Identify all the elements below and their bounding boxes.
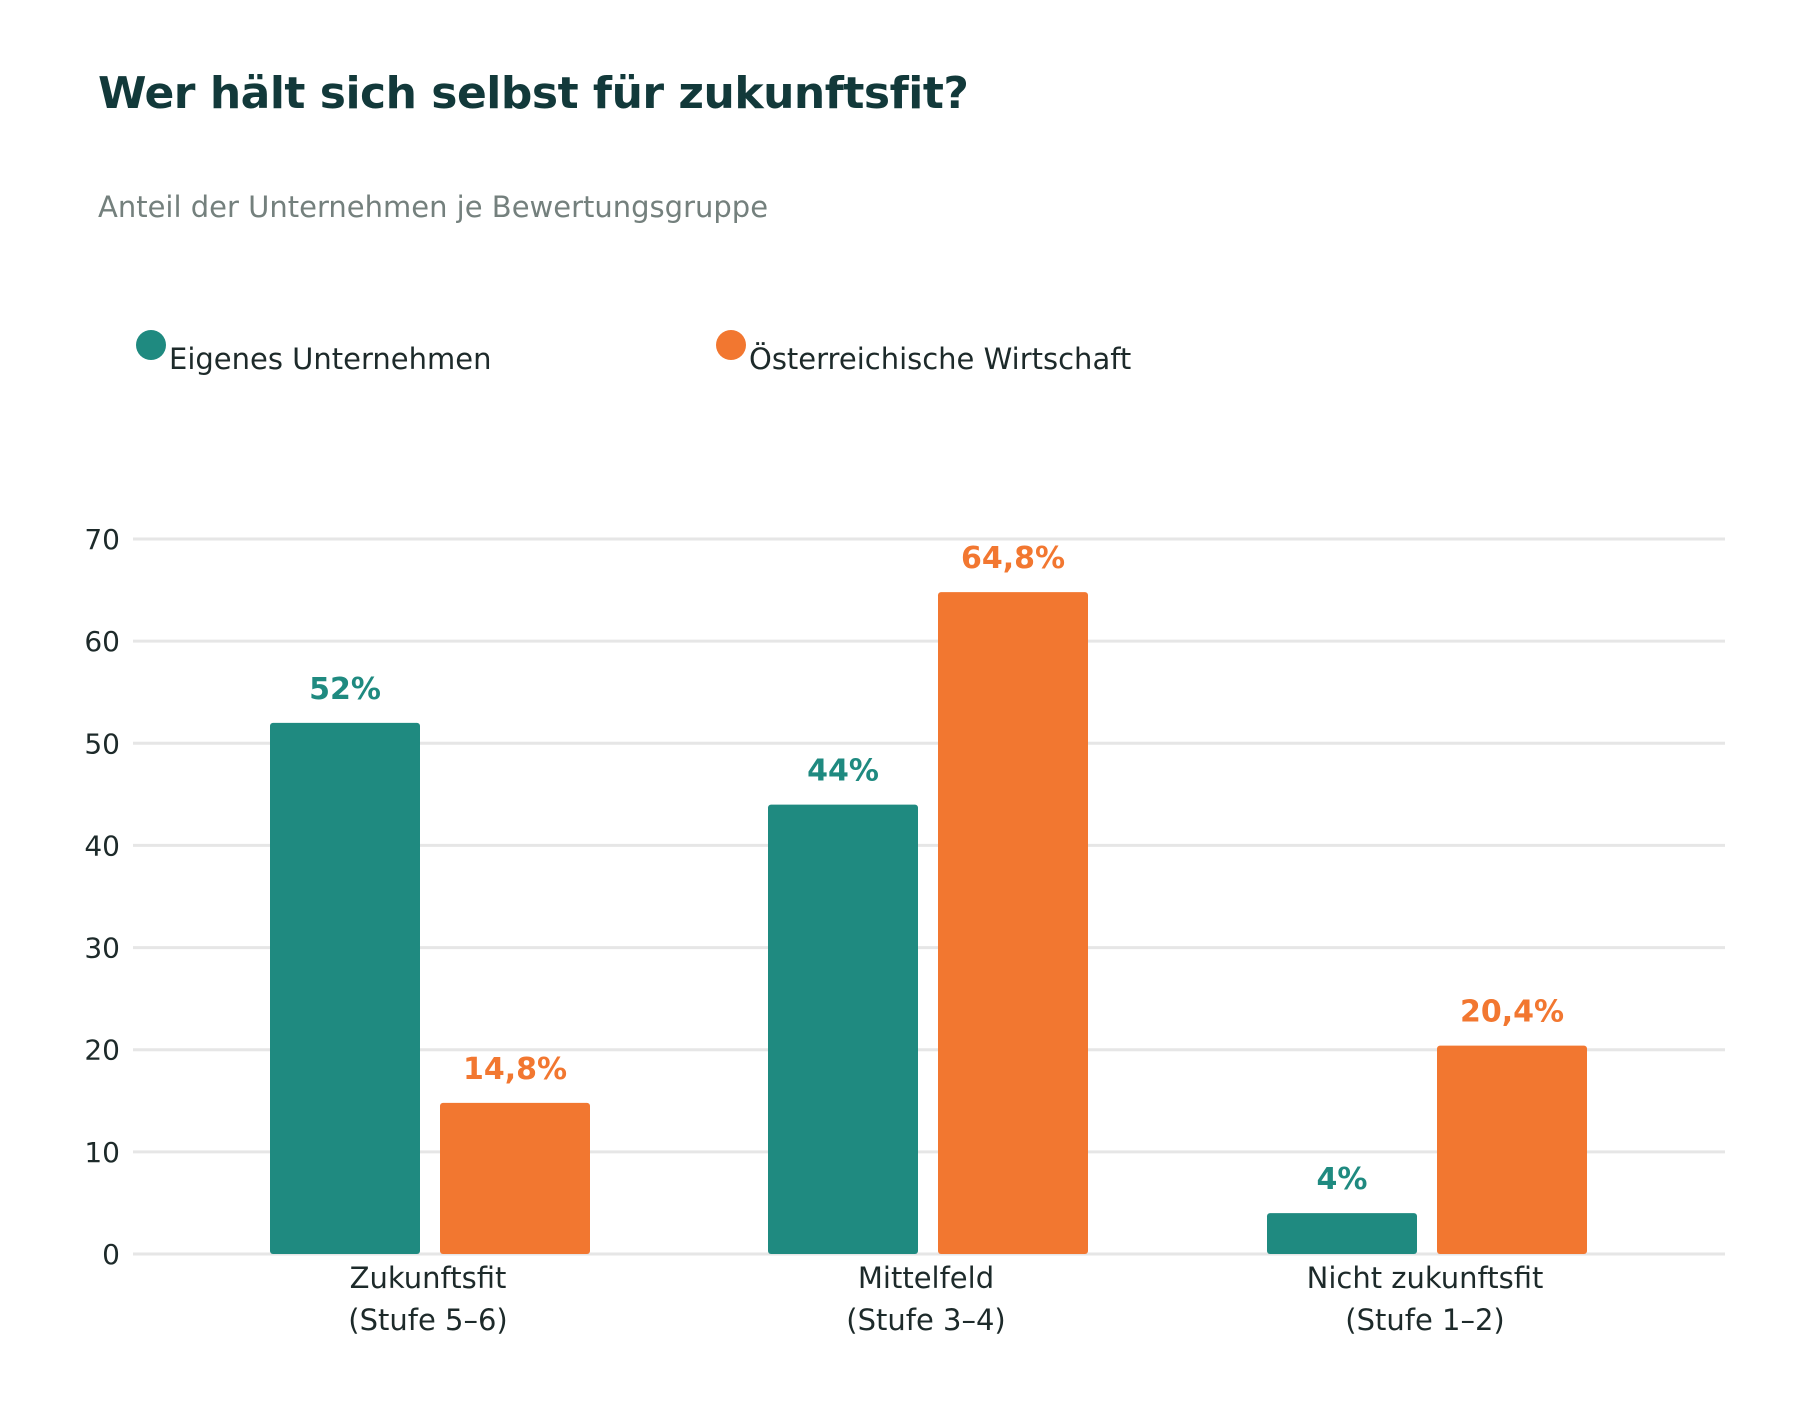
legend-swatch-orange <box>716 330 746 360</box>
y-tick-label: 30 <box>84 932 120 965</box>
data-label: 14,8% <box>463 1052 567 1087</box>
y-tick-label: 10 <box>84 1136 120 1169</box>
data-label: 64,8% <box>961 541 1065 576</box>
data-label: 4% <box>1317 1162 1368 1197</box>
y-tick-label: 0 <box>102 1238 120 1271</box>
x-tick-label: (Stufe 3–4) <box>846 1303 1005 1337</box>
legend-swatch-teal <box>136 330 166 360</box>
x-tick-label: Zukunftsfit <box>350 1261 507 1295</box>
bar-oesterreichische-wirtschaft <box>1437 1045 1587 1254</box>
bar-eigenes-unternehmen <box>1267 1213 1417 1254</box>
legend-item-eigenes-unternehmen: Eigenes Unternehmen <box>136 330 491 376</box>
data-label: 44% <box>807 754 879 789</box>
legend-label: Österreichische Wirtschaft <box>749 342 1132 376</box>
x-tick-label: Mittelfeld <box>858 1261 994 1295</box>
bar-eigenes-unternehmen <box>270 722 420 1254</box>
chart-title: Wer hält sich selbst für zukunftsfit? <box>98 68 969 119</box>
bar-eigenes-unternehmen <box>768 804 918 1254</box>
x-tick-label: (Stufe 1–2) <box>1345 1303 1504 1337</box>
x-tick-label: (Stufe 5–6) <box>348 1303 507 1337</box>
y-tick-label: 60 <box>84 625 120 658</box>
legend-item-oesterreichische-wirtschaft: Österreichische Wirtschaft <box>716 330 1131 376</box>
x-tick-label: Nicht zukunftsfit <box>1307 1261 1544 1295</box>
data-label: 52% <box>309 672 381 707</box>
y-tick-label: 70 <box>84 523 120 556</box>
bar-oesterreichische-wirtschaft <box>938 592 1088 1254</box>
bar-oesterreichische-wirtschaft <box>440 1102 590 1254</box>
y-tick-label: 50 <box>84 727 120 760</box>
data-label: 20,4% <box>1460 995 1564 1030</box>
y-tick-label: 20 <box>84 1034 120 1067</box>
y-tick-label: 40 <box>84 829 120 862</box>
legend-label: Eigenes Unternehmen <box>169 342 492 376</box>
chart-subtitle: Anteil der Unternehmen je Bewertungsgrup… <box>98 190 769 224</box>
